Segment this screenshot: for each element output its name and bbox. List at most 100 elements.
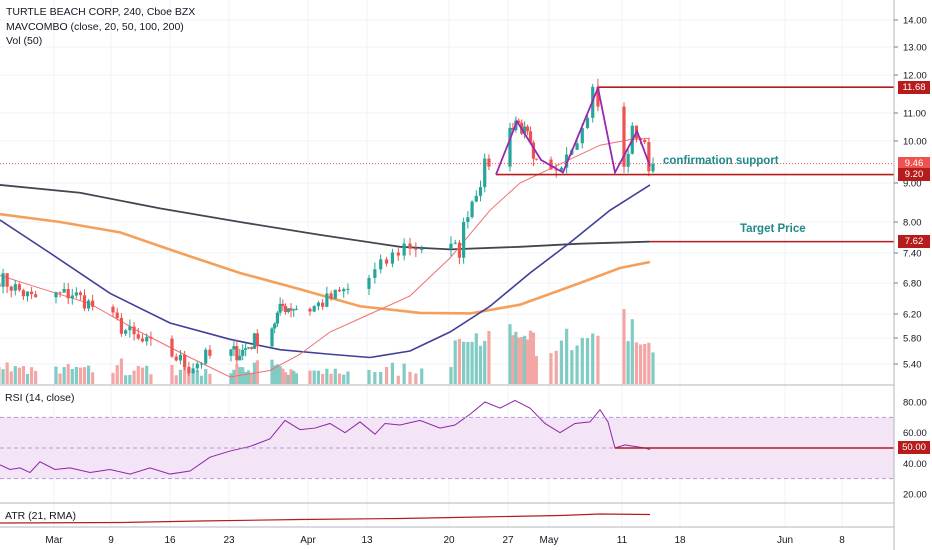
- candle-body: [379, 259, 383, 270]
- candle-body: [531, 142, 536, 159]
- volume-bar: [626, 341, 630, 384]
- candle-body: [54, 292, 58, 298]
- candle-body: [316, 302, 321, 307]
- candle-body: [523, 126, 527, 134]
- rsi-pane-label[interactable]: RSI (14, close): [5, 392, 75, 404]
- volume-bar: [132, 370, 136, 384]
- price-tick-label: 5.80: [903, 334, 922, 345]
- candle-body: [58, 292, 62, 294]
- candle-body: [565, 154, 569, 168]
- volume-bar: [408, 371, 412, 384]
- symbol-title[interactable]: TURTLE BEACH CORP, 240, Cboe BZX: [6, 6, 196, 18]
- candle-body: [559, 167, 564, 171]
- candle-body: [170, 338, 174, 357]
- volume-bar: [508, 324, 512, 384]
- atr-pane-label[interactable]: ATR (21, RMA): [5, 510, 76, 522]
- volume-bar: [58, 373, 62, 384]
- price-tick-label: 13.00: [903, 43, 927, 54]
- volume-bar: [174, 375, 178, 384]
- candle-body: [25, 291, 30, 297]
- candle-body: [208, 349, 212, 356]
- volume-bar: [286, 374, 290, 384]
- atr-line: [0, 513, 651, 524]
- candle-body: [255, 333, 259, 347]
- candle-body: [453, 242, 457, 244]
- candle-body: [232, 346, 236, 350]
- candle-body: [70, 295, 74, 299]
- candle-body: [235, 346, 239, 361]
- volume-bar: [487, 330, 491, 384]
- candle-body: [534, 158, 538, 160]
- candle-body: [111, 306, 115, 313]
- rsi-axis[interactable]: 80.00 60.00 40.00 20.00: [903, 398, 927, 501]
- candlesticks: [0, 78, 655, 376]
- rsi-pane: [0, 399, 894, 480]
- candle-body: [86, 300, 91, 309]
- volume-bar: [128, 374, 132, 384]
- rsi-tick-label: 60.00: [903, 428, 927, 439]
- candle-body: [13, 284, 17, 291]
- confirmation-support-label: confirmation support: [663, 155, 779, 167]
- rsi-tick-label: 40.00: [903, 459, 927, 470]
- volume-bar: [204, 369, 208, 384]
- volume-bar: [249, 373, 254, 384]
- volume-bar: [25, 374, 30, 384]
- candle-body: [238, 355, 242, 361]
- price-tick-label: 12.00: [903, 71, 927, 82]
- volume-bar: [470, 341, 474, 384]
- volume-bar: [140, 367, 145, 384]
- candle-body: [325, 293, 329, 307]
- candle-body: [294, 308, 299, 310]
- volume-bar: [474, 333, 478, 384]
- candle-body: [5, 273, 9, 287]
- volume-bar: [575, 345, 579, 384]
- candle-body: [270, 328, 274, 347]
- volume-bar: [136, 365, 140, 384]
- volume-bar: [565, 328, 569, 384]
- candle-body: [329, 293, 333, 299]
- candle-body: [132, 326, 136, 335]
- volume-bar: [514, 331, 518, 384]
- price-tick-label: 8.00: [903, 218, 922, 229]
- volume-bar: [195, 370, 199, 384]
- volume-bar: [124, 375, 128, 384]
- chart-legend: TURTLE BEACH CORP, 240, Cboe BZX MAVCOMB…: [6, 5, 195, 49]
- volume-bar: [373, 372, 377, 384]
- volume-bar: [651, 352, 655, 384]
- price-tag-resistance: 11.68: [898, 80, 930, 94]
- rsi-tick-label: 20.00: [903, 489, 927, 500]
- candle-body: [273, 323, 277, 329]
- volume-bar: [523, 335, 527, 384]
- candle-body: [470, 201, 474, 218]
- time-tick-label: 20: [443, 535, 455, 546]
- volume-bar: [483, 340, 487, 384]
- candle-body: [373, 269, 377, 278]
- time-axis[interactable]: Mar 9 16 23 Apr 13 20 27 May 11 18 Jun 8: [45, 535, 845, 546]
- price-axis[interactable]: 14.00 13.00 12.00 11.00 10.00 9.00 8.00 7.40 6.8…: [894, 16, 927, 371]
- volume-bar: [414, 373, 418, 384]
- volume-bar: [449, 367, 453, 384]
- candle-body: [321, 302, 325, 307]
- candle-body: [74, 292, 78, 296]
- candle-body: [244, 348, 248, 350]
- candle-body: [289, 308, 293, 311]
- candle-body: [241, 349, 245, 356]
- candle-body: [483, 158, 487, 188]
- candle-body: [278, 303, 282, 313]
- candle-body: [183, 354, 187, 367]
- axes: [0, 0, 895, 550]
- volume-title[interactable]: Vol (50): [6, 35, 43, 47]
- volume-bar: [183, 364, 187, 384]
- volume-bar: [520, 337, 524, 384]
- volume-bar: [78, 367, 83, 384]
- candle-body: [312, 306, 316, 312]
- candle-body: [187, 366, 191, 374]
- volume-bar: [281, 368, 285, 384]
- indicator-title[interactable]: MAVCOMBO (close, 20, 50, 100, 200): [6, 20, 184, 33]
- candle-body: [333, 289, 337, 299]
- volume-bar: [591, 333, 595, 384]
- candle-body: [195, 363, 199, 369]
- time-tick-label: 9: [108, 535, 114, 546]
- candle-body: [462, 221, 466, 258]
